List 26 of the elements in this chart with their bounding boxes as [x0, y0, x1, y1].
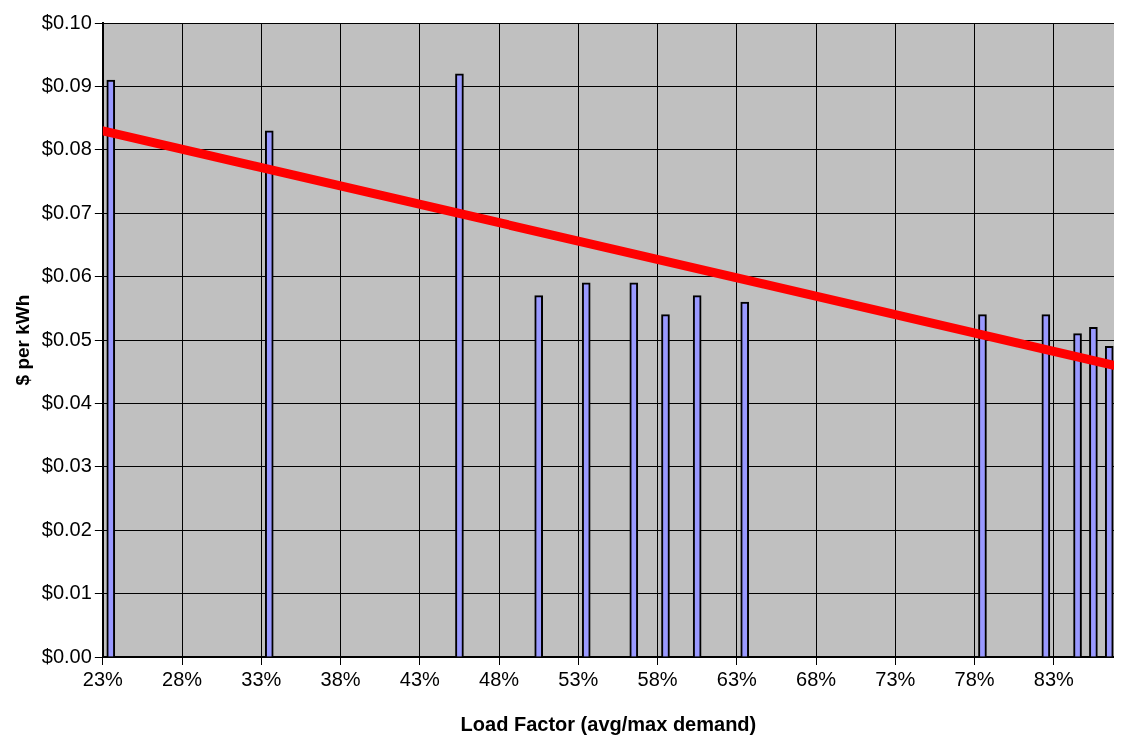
y-tick-label: $0.05	[41, 327, 92, 350]
x-tick-label: 28%	[162, 667, 203, 690]
x-tick-label: 53%	[558, 667, 599, 690]
x-axis-title: Load Factor (avg/max demand)	[460, 712, 757, 735]
x-tick-label: 83%	[1033, 667, 1075, 690]
y-axis-title: $ per kWh	[11, 294, 33, 386]
x-tick-label: 48%	[479, 667, 520, 690]
x-tick-label: 38%	[320, 667, 361, 690]
x-tick-label: 58%	[637, 667, 678, 690]
x-tick-label: 43%	[399, 667, 441, 690]
x-tick-label: 33%	[241, 667, 282, 690]
x-tick-label: 68%	[796, 667, 837, 690]
y-tick-label: $0.10	[41, 10, 92, 33]
y-tick-label: $0.00	[41, 644, 92, 667]
x-tick-label: 63%	[716, 667, 758, 690]
y-tick-label: $0.03	[41, 454, 92, 477]
x-tick-label: 73%	[875, 667, 916, 690]
x-tick-label: 23%	[82, 667, 124, 690]
y-tick-label: $0.04	[41, 390, 92, 413]
y-tick-label: $0.08	[41, 137, 92, 160]
x-tick-label: 78%	[954, 667, 995, 690]
y-tick-label: $0.06	[41, 264, 92, 287]
y-tick-label: $0.01	[41, 581, 92, 604]
y-tick-label: $0.02	[41, 517, 92, 540]
y-tick-label: $0.07	[41, 200, 92, 223]
y-tick-label: $0.09	[41, 73, 92, 96]
